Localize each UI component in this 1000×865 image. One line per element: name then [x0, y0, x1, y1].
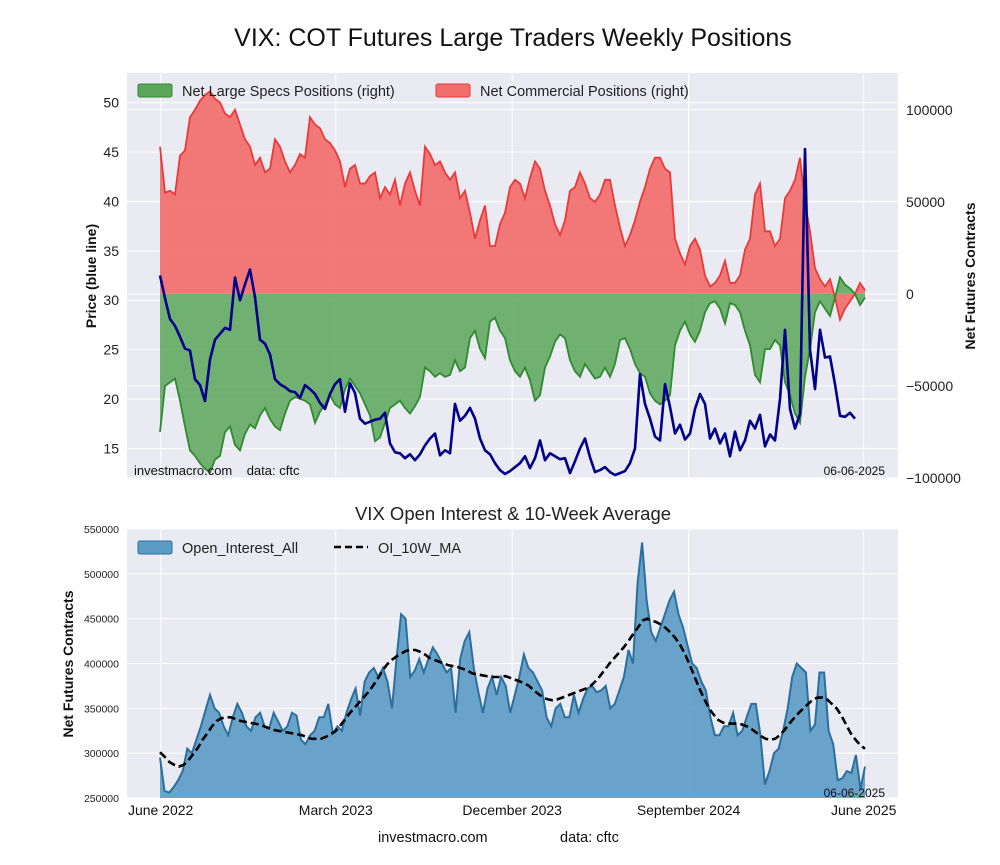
- top-right-tick-label: 0: [906, 286, 914, 302]
- top-right-tick-label: 50000: [906, 194, 945, 210]
- oi-10w-ma-line: [159, 617, 866, 768]
- footer-source: data: cftc: [560, 830, 619, 846]
- x-tick-label: June 2022: [128, 802, 194, 818]
- bottom-tick-label: 300000: [84, 748, 119, 760]
- footer-site: investmacro.com: [378, 830, 488, 846]
- legend-label-open-interest: Open_Interest_All: [182, 541, 298, 557]
- bottom-series: [159, 542, 866, 798]
- top-watermark: investmacro.com data: cftc: [134, 463, 300, 478]
- top-right-tick-label: −50000: [906, 378, 953, 394]
- top-left-tick-label: 25: [103, 342, 119, 358]
- top-left-tick-label: 15: [103, 440, 119, 456]
- top-right-axis-ticks: −100000 −50000 0 50000 100000: [906, 102, 961, 486]
- legend-label-ma: OI_10W_MA: [378, 541, 461, 557]
- top-left-tick-label: 35: [103, 243, 119, 259]
- top-left-tick-label: 40: [103, 193, 119, 209]
- bottom-legend: Open_Interest_All OI_10W_MA: [137, 540, 461, 557]
- top-ylabel-left: Price (blue line): [83, 224, 99, 328]
- x-tick-label: March 2023: [299, 802, 373, 818]
- bottom-x-axis-ticks: June 2022 March 2023 December 2023 Septembe…: [128, 802, 897, 818]
- bottom-axis-ticks: 250000 300000 350000 400000 450000 500000 5500…: [84, 524, 119, 805]
- top-left-tick-label: 20: [103, 391, 119, 407]
- top-left-tick-label: 30: [103, 292, 119, 308]
- bottom-tick-label: 250000: [84, 793, 119, 805]
- legend-swatch-commercial: [435, 83, 471, 98]
- bottom-tick-label: 450000: [84, 614, 119, 626]
- top-right-tick-label: −100000: [906, 470, 961, 486]
- top-left-tick-label: 45: [103, 144, 119, 160]
- open-interest-area: [160, 542, 865, 798]
- bottom-tick-label: 500000: [84, 569, 119, 581]
- top-legend: Net Large Specs Positions (right) Net Co…: [137, 83, 689, 100]
- top-right-tick-label: 100000: [906, 102, 953, 118]
- top-left-axis-ticks: 15 20 25 30 35 40 45 50: [103, 95, 119, 457]
- open-interest-line: [159, 542, 866, 794]
- main-title: VIX: COT Futures Large Traders Weekly Po…: [234, 24, 792, 52]
- top-ylabel-right: Net Futures Contracts: [962, 202, 978, 349]
- specs-area: [160, 277, 865, 473]
- top-series: [158, 90, 866, 477]
- legend-label-commercial: Net Commercial Positions (right): [480, 84, 689, 100]
- top-left-tick-label: 50: [103, 95, 119, 111]
- legend-swatch-open-interest: [137, 540, 173, 555]
- top-panel: 15 20 25 30 35 40 45 50 −100000 −50000 0 50000 1000…: [83, 73, 978, 486]
- legend-label-specs: Net Large Specs Positions (right): [182, 84, 395, 100]
- bottom-panel: VIX Open Interest & 10-Week Average 2500…: [60, 503, 898, 818]
- bottom-tick-label: 400000: [84, 659, 119, 671]
- x-tick-label: December 2023: [462, 802, 562, 818]
- bottom-ylabel: Net Futures Contracts: [60, 590, 76, 737]
- bottom-date-stamp: 06-06-2025: [824, 786, 886, 800]
- specs-line: [159, 275, 866, 474]
- legend-swatch-specs: [137, 83, 173, 98]
- commercial-line: [159, 90, 866, 323]
- bottom-tick-label: 350000: [84, 703, 119, 715]
- vix-price-line: [158, 147, 856, 477]
- bottom-title: VIX Open Interest & 10-Week Average: [355, 503, 671, 524]
- bottom-tick-label: 550000: [84, 524, 119, 536]
- commercial-area: [160, 91, 865, 320]
- x-tick-label: September 2024: [637, 802, 741, 818]
- top-date-stamp: 06-06-2025: [824, 464, 886, 478]
- x-tick-label: June 2025: [831, 802, 897, 818]
